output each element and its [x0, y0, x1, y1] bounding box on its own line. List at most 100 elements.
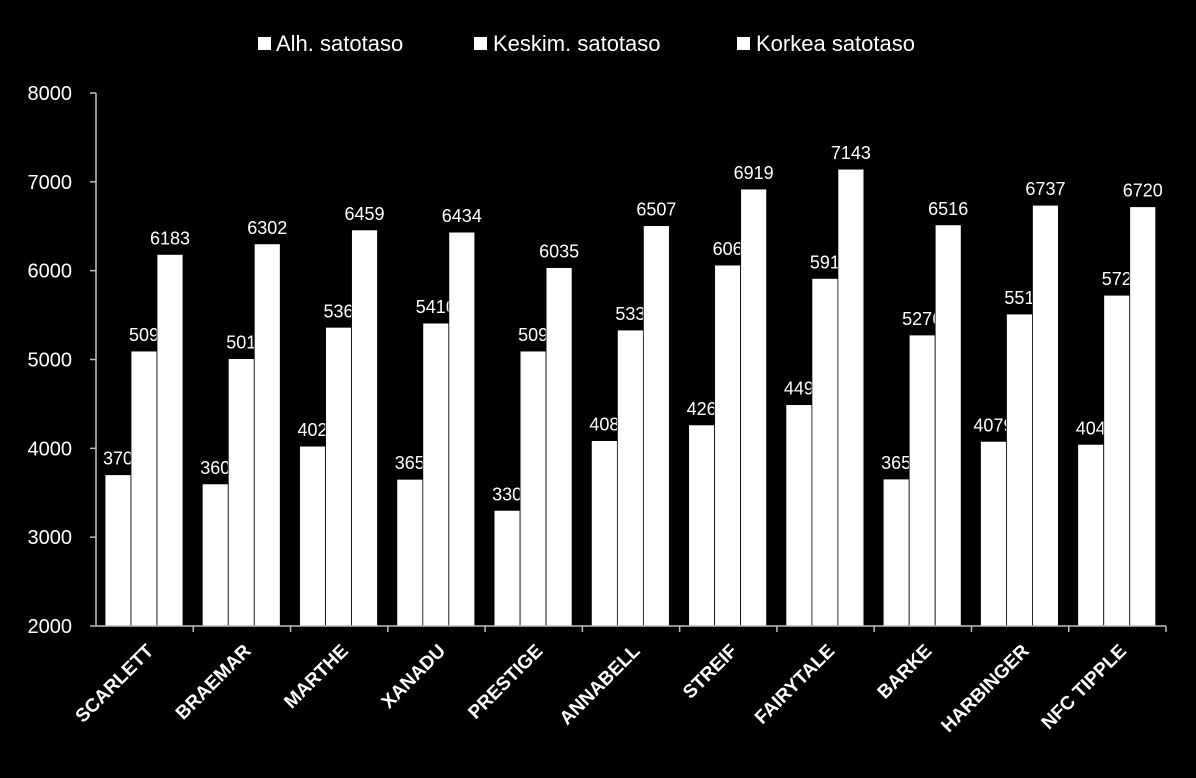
- data-label: 370: [103, 449, 133, 469]
- data-label: 606: [713, 239, 743, 259]
- bar: [519, 350, 547, 627]
- y-tick-label: 6000: [28, 261, 73, 283]
- y-tick-label: 3000: [28, 527, 73, 549]
- legend-swatch-1: [258, 37, 271, 50]
- y-tick-label: 7000: [28, 172, 73, 194]
- bar: [351, 229, 378, 627]
- bar: [104, 474, 132, 627]
- y-tick-label: 5000: [28, 350, 73, 372]
- bar: [1077, 443, 1105, 627]
- bar: [590, 440, 618, 627]
- y-axis: 2000 3000 4000 5000 6000 7000 8000: [28, 83, 97, 638]
- data-label: 509: [518, 325, 548, 345]
- data-label: 365: [395, 453, 425, 473]
- x-tick-label: SCARLETT: [72, 640, 159, 727]
- data-label: 501: [226, 333, 256, 353]
- bar: [201, 483, 229, 627]
- data-label: 572: [1102, 269, 1132, 289]
- bar-group-annabell: 408 533 6507: [589, 200, 676, 627]
- x-tick-label: XANADU: [378, 641, 450, 713]
- bar-group-fairytale: 449 591 7143: [784, 143, 871, 627]
- data-label: 365: [881, 453, 911, 473]
- legend-swatch-3: [737, 37, 750, 50]
- x-tick-label: BRAEMAR: [172, 640, 256, 724]
- data-label: 6919: [734, 163, 774, 183]
- data-label: 6507: [636, 200, 676, 220]
- x-tick-label: BARKE: [874, 641, 937, 704]
- data-label: 426: [687, 399, 717, 419]
- bar: [616, 329, 644, 627]
- bar: [299, 445, 326, 627]
- bar: [422, 322, 450, 627]
- bar: [1103, 294, 1131, 627]
- data-label: 408: [589, 415, 619, 435]
- data-label: 5410: [416, 297, 456, 317]
- bar-group-braemar: 360 501 6302: [200, 218, 287, 627]
- data-label: 404: [1076, 418, 1106, 438]
- bar: [811, 277, 839, 627]
- bar: [493, 509, 521, 627]
- x-axis: SCARLETT BRAEMAR MARTHE XANADU PRESTIGE ANNAB…: [72, 625, 1167, 737]
- x-tick-label: STREIF: [679, 641, 742, 704]
- bar: [837, 168, 865, 627]
- data-label: 6516: [928, 199, 968, 219]
- bar: [545, 267, 573, 627]
- data-label: 6183: [150, 228, 190, 248]
- bar-group-xanadu: 365 5410 6434: [395, 206, 482, 627]
- data-label: 6737: [1025, 179, 1065, 199]
- data-label: 7143: [831, 143, 871, 163]
- bar: [714, 264, 742, 627]
- bar: [1129, 206, 1157, 627]
- x-tick-label: FAIRYTALE: [751, 641, 839, 729]
- bars: 370 509 6183 360 501 6302 402 536 6459 365 5410 643…: [103, 143, 1163, 627]
- bar: [1006, 313, 1033, 627]
- bar: [740, 188, 768, 627]
- bar-group-nfc-tipple: 404 572 6720: [1076, 181, 1163, 627]
- data-label: 449: [784, 379, 814, 399]
- data-label: 551: [1004, 288, 1034, 308]
- bar: [227, 358, 255, 627]
- bar: [396, 478, 424, 627]
- data-label: 6035: [539, 242, 579, 262]
- data-label: 330: [492, 484, 522, 504]
- bar-group-harbinger: 4079 551 6737: [973, 179, 1065, 627]
- data-label: 6459: [345, 204, 385, 224]
- data-label: 360: [200, 458, 230, 478]
- bar: [325, 326, 352, 627]
- data-label: 5276: [902, 309, 942, 329]
- bar: [448, 231, 476, 627]
- x-tick-label: MARTHE: [280, 641, 352, 713]
- data-label: 6434: [442, 206, 482, 226]
- bar: [785, 404, 813, 627]
- bar: [980, 440, 1007, 627]
- x-tick-label: PRESTIGE: [464, 641, 547, 724]
- data-label: 533: [615, 304, 645, 324]
- bar-group-barke: 365 5276 6516: [881, 199, 968, 627]
- x-tick-label: NFC TIPPLE: [1038, 641, 1131, 734]
- bar-group-marthe: 402 536 6459: [298, 204, 385, 627]
- bar: [130, 350, 158, 627]
- legend-label-1: Alh. satotaso: [276, 31, 403, 56]
- data-label: 536: [324, 301, 354, 321]
- bar: [1032, 204, 1059, 627]
- data-label: 4079: [973, 415, 1013, 435]
- y-tick-label: 4000: [28, 438, 73, 460]
- data-label: 6720: [1123, 181, 1163, 201]
- bar-group-scarlett: 370 509 6183: [103, 228, 190, 627]
- bar: [688, 424, 716, 627]
- bar-group-prestige: 330 509 6035: [492, 242, 579, 627]
- bar: [908, 334, 936, 627]
- legend-swatch-2: [474, 37, 487, 50]
- bar: [253, 243, 281, 627]
- y-tick-label: 8000: [28, 83, 73, 105]
- data-label: 591: [810, 252, 840, 272]
- x-tick-label: ANNABELL: [556, 640, 645, 729]
- bar: [882, 478, 910, 627]
- legend-label-2: Keskim. satotaso: [493, 31, 661, 56]
- legend: Alh. satotaso Keskim. satotaso Korkea sato…: [258, 31, 915, 56]
- bar: [642, 225, 670, 627]
- bar: [934, 224, 962, 627]
- data-label: 402: [298, 420, 328, 440]
- data-label: 509: [129, 325, 159, 345]
